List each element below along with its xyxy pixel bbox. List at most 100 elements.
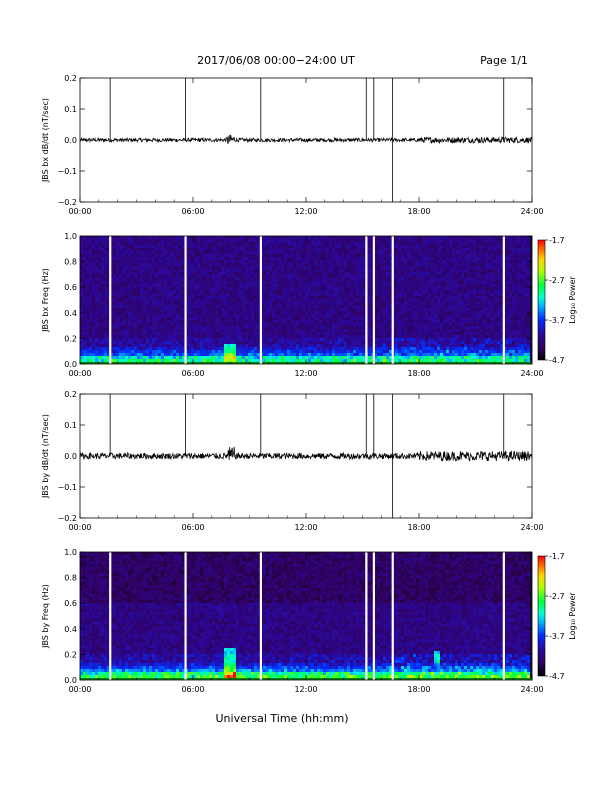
spectrogram-cells — [233, 666, 236, 669]
spectrogram-cells — [419, 356, 422, 359]
spectrogram-cells — [227, 672, 230, 675]
x-tick-label: 12:00 — [294, 523, 317, 532]
spectrogram-cells — [170, 350, 194, 356]
spectrogram-cells — [116, 669, 119, 672]
spectrogram-cells — [134, 663, 137, 666]
spectrogram-cells — [230, 672, 233, 675]
spectrogram-cells — [134, 666, 380, 672]
spectrogram-cells — [86, 552, 530, 654]
spectrogram-cells — [434, 675, 437, 678]
spectrogram-cells — [347, 675, 350, 678]
spectrogram-cells — [89, 552, 527, 603]
spectrogram-cells — [269, 359, 272, 362]
spectrogram-cells — [86, 350, 89, 353]
spectrogram-cells — [449, 359, 452, 362]
spectrogram-cells — [473, 350, 476, 353]
spectrogram-cells — [302, 341, 398, 353]
spectrogram-cells — [500, 338, 503, 341]
spectrogram-cells — [125, 350, 128, 353]
spectrogram-cells — [278, 350, 455, 356]
spectrogram-cells — [173, 359, 176, 362]
spectrogram-cells — [239, 669, 242, 672]
spectrogram-cells — [377, 675, 380, 678]
x-tick-label: 06:00 — [181, 685, 204, 694]
y-tick-label: 0.6 — [64, 283, 77, 292]
spectrogram-cells — [104, 353, 107, 356]
spectrogram-cells — [152, 672, 155, 675]
spectrogram-cells — [125, 672, 149, 678]
spectrogram-cells — [239, 672, 242, 675]
spectrogram-cells — [242, 672, 251, 675]
y-tick-label: −0.1 — [58, 167, 77, 176]
spectrogram-cells — [218, 672, 410, 678]
spectrogram-cells — [311, 672, 320, 678]
spectrogram-cells — [311, 672, 338, 678]
spectrogram-cells — [494, 675, 497, 678]
spectrogram-cells — [362, 666, 365, 669]
spectrogram-cells — [293, 669, 296, 672]
spectrogram-cells — [299, 359, 302, 362]
spectrogram-cells — [233, 350, 236, 353]
spectrogram-cells — [389, 675, 392, 678]
spectrogram-cells — [491, 675, 494, 678]
spectrogram-cells — [317, 675, 320, 678]
spectrogram-cells — [518, 675, 521, 678]
spectrogram-cells — [224, 648, 227, 651]
data-gap-1 — [109, 552, 112, 680]
spectrogram-cells — [281, 675, 284, 678]
spectrogram-cells — [482, 353, 485, 356]
spectrogram-cells — [425, 663, 428, 666]
spectrogram-cells — [296, 675, 299, 678]
spectrogram-cells — [143, 654, 509, 669]
spectrogram-cells — [140, 675, 143, 678]
spectrogram-cells — [353, 663, 356, 666]
spectrogram-cells — [143, 669, 146, 672]
spectrogram-cells — [257, 353, 260, 356]
spectrogram-cells — [512, 672, 515, 675]
spectrogram-cells — [416, 669, 419, 672]
spectrogram-cells — [458, 359, 461, 362]
y-tick-label: 0.6 — [64, 599, 77, 608]
spectrogram-cells — [401, 353, 404, 356]
spectrogram-cells — [353, 356, 356, 359]
spectrogram-cells — [245, 672, 248, 675]
spectrogram-cells — [239, 663, 242, 666]
spectrogram-cells — [491, 669, 494, 672]
spectrogram-cells — [425, 654, 428, 657]
spectrogram-image — [80, 236, 532, 364]
spectrogram-cells — [482, 356, 485, 359]
spectrogram-cells — [356, 356, 500, 362]
spectrogram-cells — [227, 675, 230, 678]
spectrogram-cells — [437, 353, 440, 356]
spectrogram-cells — [80, 675, 83, 678]
spectrogram-cells — [95, 672, 98, 675]
spectrogram-cells — [272, 672, 275, 675]
spectrogram-cells — [506, 669, 509, 672]
spectrogram-cells — [434, 341, 437, 344]
spectrogram-cells — [455, 672, 458, 675]
spectrogram-cells — [341, 356, 344, 359]
spectrogram-cells — [389, 666, 392, 669]
spectrogram-cells — [170, 356, 173, 359]
spectrogram-cells — [470, 675, 473, 678]
colorbar-tick-label: -1.7 — [549, 236, 565, 245]
spectrogram-cells — [83, 552, 524, 594]
spectrogram-cells — [284, 356, 290, 362]
spectrogram-cells — [206, 338, 209, 341]
spectrogram-cells — [272, 350, 275, 353]
figure-title: 2017/06/08 00:00−24:00 UT — [197, 54, 355, 67]
spectrogram-cells — [506, 666, 509, 669]
spectrogram-cells — [203, 669, 206, 672]
spectrogram-cells — [116, 356, 119, 359]
spectrogram-cells — [200, 669, 203, 672]
y-tick-label: 0.0 — [64, 136, 77, 145]
spectrogram-cells — [419, 672, 422, 675]
spectrogram-cells — [497, 356, 500, 359]
spectrogram-cells — [194, 359, 197, 362]
spectrogram-cells — [146, 666, 149, 669]
spectrogram-cells — [413, 350, 416, 353]
colorbar-tick-label: -3.7 — [549, 632, 565, 641]
spectrogram-cells — [161, 672, 164, 675]
spectrogram-cells — [524, 660, 527, 663]
spectrogram-cells — [224, 663, 227, 666]
